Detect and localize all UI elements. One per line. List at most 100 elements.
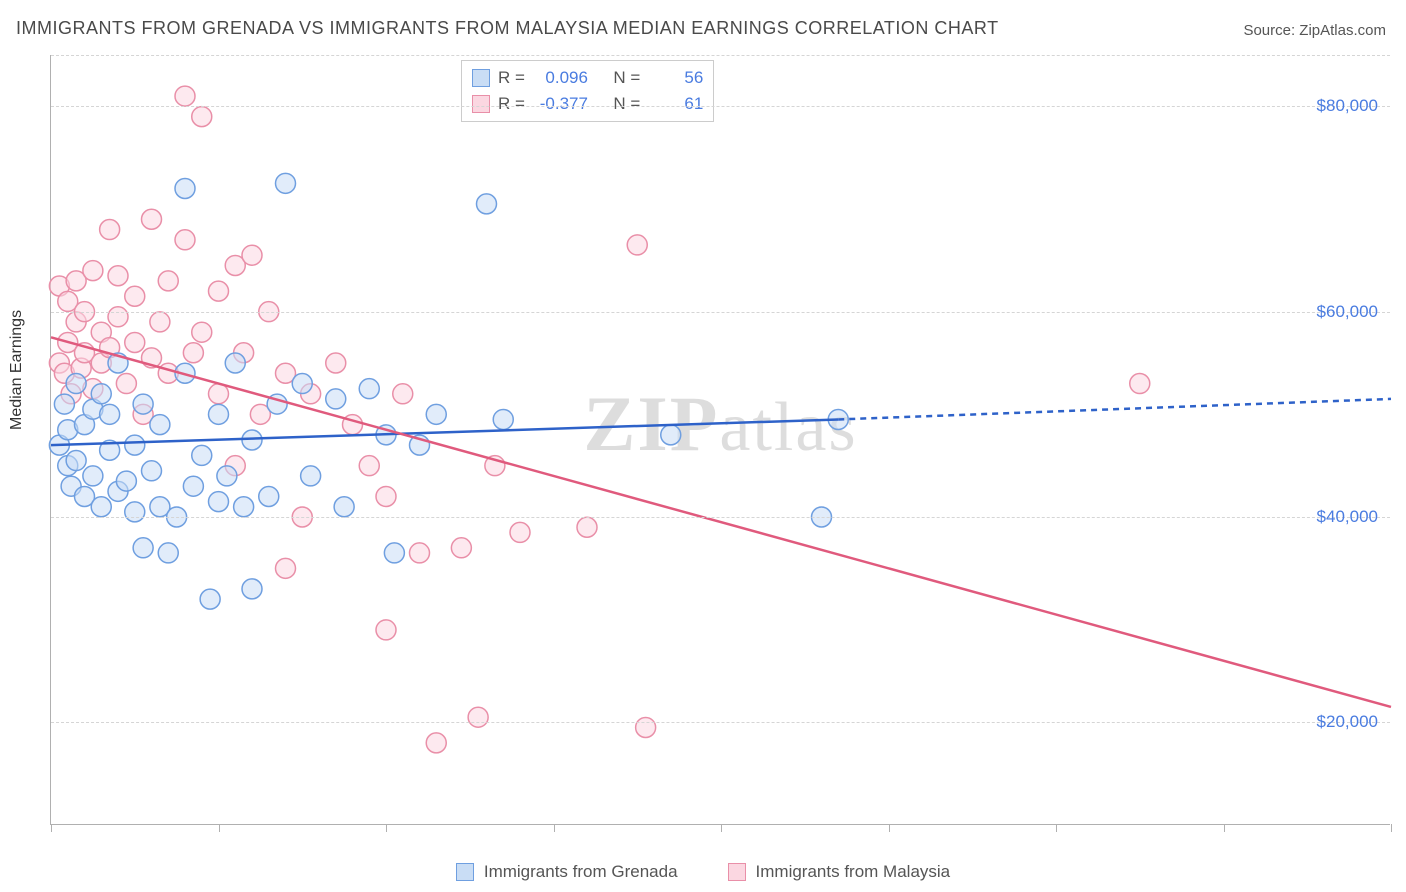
scatter-point [359,456,379,476]
scatter-point [225,353,245,373]
scatter-plot-svg [51,55,1390,824]
scatter-point [150,415,170,435]
scatter-point [66,451,86,471]
scatter-point [133,394,153,414]
scatter-point [217,466,237,486]
scatter-point [334,497,354,517]
scatter-point [259,486,279,506]
scatter-point [410,543,430,563]
series-label-malaysia: Immigrants from Malaysia [756,862,951,882]
scatter-point [192,322,212,342]
legend-row-malaysia: R = -0.377 N = 61 [472,91,703,117]
plot-area: ZIPatlas R = 0.096 N = 56 R = -0.377 N =… [50,55,1390,825]
scatter-point [326,389,346,409]
scatter-point [242,579,262,599]
scatter-point [183,476,203,496]
n-label: N = [613,94,640,114]
r-value-malaysia: -0.377 [533,94,588,114]
scatter-point [158,543,178,563]
scatter-point [627,235,647,255]
scatter-point [108,266,128,286]
x-tick [386,824,387,832]
scatter-point [376,620,396,640]
y-tick-label: $60,000 [1317,302,1378,322]
scatter-point [83,466,103,486]
swatch-grenada-bottom [456,863,474,881]
scatter-point [175,86,195,106]
scatter-point [125,502,145,522]
scatter-point [125,332,145,352]
scatter-point [125,435,145,455]
n-label: N = [613,68,640,88]
scatter-point [209,384,229,404]
scatter-point [175,230,195,250]
chart-title: IMMIGRANTS FROM GRENADA VS IMMIGRANTS FR… [16,18,999,39]
y-axis-title: Median Earnings [8,310,26,430]
scatter-point [54,394,74,414]
swatch-malaysia-bottom [728,863,746,881]
legend-item-grenada: Immigrants from Grenada [456,862,678,882]
gridline [51,106,1390,107]
regression-line [838,399,1391,420]
chart-container: IMMIGRANTS FROM GRENADA VS IMMIGRANTS FR… [0,0,1406,892]
scatter-point [209,492,229,512]
n-value-grenada: 56 [648,68,703,88]
r-value-grenada: 0.096 [533,68,588,88]
x-tick [721,824,722,832]
scatter-point [292,374,312,394]
scatter-point [636,717,656,737]
gridline [51,312,1390,313]
scatter-point [426,733,446,753]
scatter-point [83,261,103,281]
y-tick-label: $80,000 [1317,96,1378,116]
scatter-point [192,445,212,465]
scatter-point [66,374,86,394]
x-tick [554,824,555,832]
gridline [51,722,1390,723]
scatter-point [276,558,296,578]
series-label-grenada: Immigrants from Grenada [484,862,678,882]
scatter-point [158,271,178,291]
x-tick [219,824,220,832]
x-tick [889,824,890,832]
swatch-malaysia [472,95,490,113]
gridline [51,55,1390,56]
x-tick [1224,824,1225,832]
legend-row-grenada: R = 0.096 N = 56 [472,65,703,91]
legend-item-malaysia: Immigrants from Malaysia [728,862,951,882]
x-tick [1056,824,1057,832]
correlation-legend: R = 0.096 N = 56 R = -0.377 N = 61 [461,60,714,122]
scatter-point [242,245,262,265]
scatter-point [276,173,296,193]
scatter-point [175,178,195,198]
scatter-point [150,312,170,332]
swatch-grenada [472,69,490,87]
scatter-point [326,353,346,373]
y-tick-label: $20,000 [1317,712,1378,732]
scatter-point [234,497,254,517]
scatter-point [91,497,111,517]
r-label: R = [498,94,525,114]
scatter-point [192,107,212,127]
scatter-point [477,194,497,214]
scatter-point [577,517,597,537]
x-tick [51,824,52,832]
scatter-point [493,409,513,429]
scatter-point [426,404,446,424]
source-attribution: Source: ZipAtlas.com [1243,22,1386,39]
n-value-malaysia: 61 [648,94,703,114]
scatter-point [209,281,229,301]
scatter-point [393,384,413,404]
scatter-point [125,286,145,306]
scatter-point [510,522,530,542]
scatter-point [376,486,396,506]
scatter-point [142,209,162,229]
scatter-point [200,589,220,609]
scatter-point [116,374,136,394]
scatter-point [301,466,321,486]
scatter-point [91,384,111,404]
gridline [51,517,1390,518]
r-label: R = [498,68,525,88]
scatter-point [209,404,229,424]
x-tick [1391,824,1392,832]
